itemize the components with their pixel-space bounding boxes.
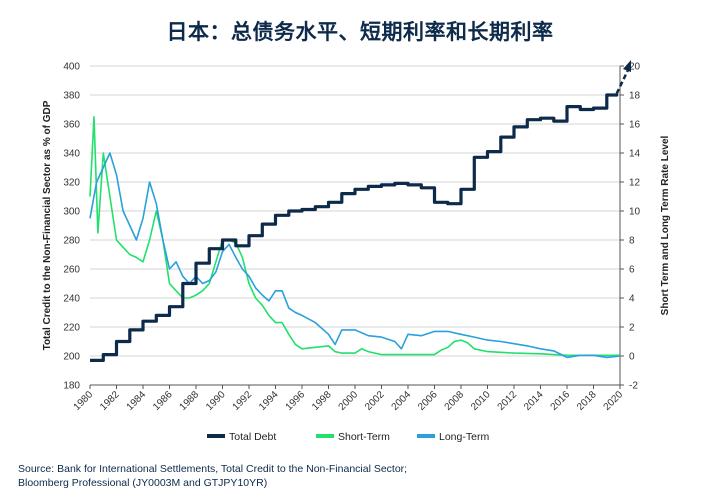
legend-label: Total Debt — [229, 431, 276, 443]
right-tick-label: 18 — [629, 91, 641, 102]
series-layer — [89, 60, 631, 362]
x-tick-label: 2006 — [416, 389, 440, 413]
left-tick-label: 320 — [63, 178, 80, 189]
right-tick-label: 0 — [629, 352, 635, 363]
source-line-1: Source: Bank for International Settlemen… — [18, 463, 408, 475]
right-tick-label: 16 — [629, 120, 641, 131]
x-tick-label: 1982 — [98, 389, 122, 413]
source-note: Source: Bank for International Settlemen… — [18, 462, 407, 490]
left-tick-label: 300 — [63, 207, 80, 218]
projection-arrowhead — [623, 60, 631, 72]
right-axis-ticks: -2 0 2 4 6 8 10 12 14 16 18 20 — [620, 62, 641, 392]
left-tick-label: 340 — [63, 149, 80, 160]
legend: Total Debt Short-Term Long-Term — [207, 431, 489, 443]
x-tick-label: 2016 — [549, 389, 573, 413]
x-tick-label: 1990 — [204, 389, 228, 413]
x-tick-label: 1988 — [178, 389, 202, 413]
left-tick-label: 280 — [63, 236, 80, 247]
x-tick-label: 2008 — [443, 389, 467, 413]
x-tick-label: 1992 — [231, 389, 255, 413]
x-tick-label: 1984 — [125, 389, 149, 413]
left-tick-label: 360 — [63, 120, 80, 131]
left-tick-label: 260 — [63, 265, 80, 276]
legend-label: Short-Term — [338, 431, 390, 443]
right-tick-label: 20 — [629, 62, 641, 73]
right-tick-label: 2 — [629, 323, 635, 334]
right-axis-title: Short Term and Long Term Rate Level — [660, 135, 671, 315]
series-line-short-term — [89, 116, 620, 357]
right-tick-label: 12 — [629, 178, 641, 189]
x-tick-label: 2014 — [522, 389, 546, 413]
right-tick-label: 14 — [629, 149, 641, 160]
right-tick-label: -2 — [629, 381, 638, 392]
x-tick-label: 1996 — [284, 389, 308, 413]
chart-title: 日本：总债务水平、短期利率和长期利率 — [166, 20, 554, 44]
left-tick-label: 240 — [63, 294, 80, 305]
left-axis-ticks: 180 200 220 240 260 280 300 320 340 360 380 400 — [63, 62, 80, 392]
left-tick-label: 380 — [63, 91, 80, 102]
x-tick-label: 1994 — [257, 389, 281, 413]
left-tick-label: 400 — [63, 62, 80, 73]
gridlines — [90, 65, 620, 386]
x-axis-ticks: 1980 1982 1984 1986 1988 1990 1992 1994 1996 1998… — [72, 385, 626, 413]
x-tick-label: 1980 — [72, 389, 96, 413]
x-tick-label: 2004 — [390, 389, 414, 413]
total-debt-projection — [615, 69, 630, 95]
source-line-2: Bloomberg Professional (JY0003M and GTJP… — [18, 477, 268, 489]
x-tick-label: 1998 — [310, 389, 334, 413]
x-tick-label: 2000 — [337, 389, 361, 413]
x-tick-label: 2002 — [363, 389, 387, 413]
x-tick-label: 2012 — [496, 389, 520, 413]
right-tick-label: 10 — [629, 207, 641, 218]
left-tick-label: 220 — [63, 323, 80, 334]
left-axis-title: Total Credit to the Non-Financial Sector… — [42, 100, 53, 350]
series-line-long-term — [89, 152, 621, 359]
series-line-total-debt — [90, 93, 619, 362]
x-tick-label: 2010 — [469, 389, 493, 413]
x-tick-label: 2018 — [575, 389, 599, 413]
left-tick-label: 200 — [63, 352, 80, 363]
right-tick-label: 4 — [629, 294, 635, 305]
left-tick-label: 180 — [63, 381, 80, 392]
x-tick-label: 2020 — [602, 389, 626, 413]
legend-label: Long-Term — [439, 431, 489, 443]
right-tick-label: 8 — [629, 236, 635, 247]
x-tick-label: 1986 — [151, 389, 175, 413]
right-tick-label: 6 — [629, 265, 635, 276]
